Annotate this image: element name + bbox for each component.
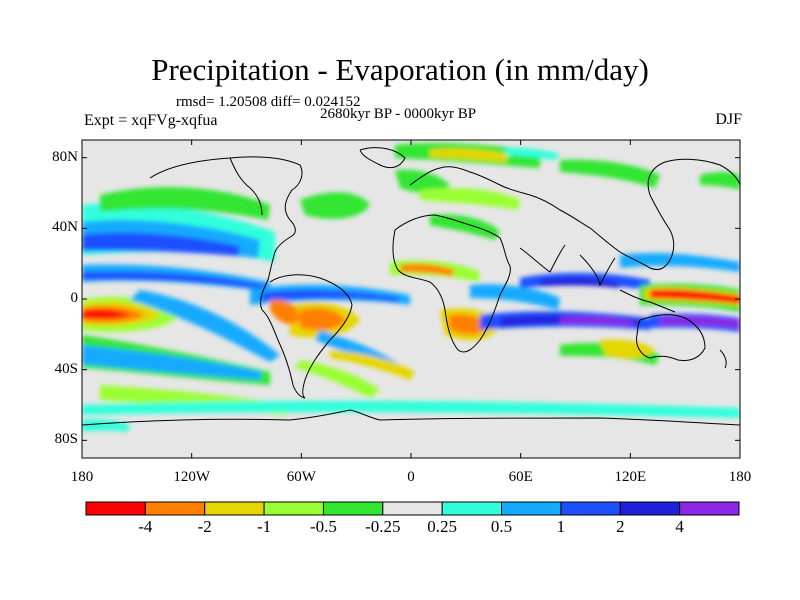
- period-text: 2680kyr BP - 0000kyr BP: [320, 106, 477, 122]
- lon-tick-label: 120E: [614, 469, 647, 485]
- maritime-continent-coast: [619, 289, 676, 313]
- colorbar-swatch: [144, 501, 206, 516]
- field-shading: [82, 142, 740, 432]
- lat-tick-label: 80N: [52, 148, 78, 165]
- eurasia-coast: [409, 158, 740, 271]
- colorbar-swatch: [85, 501, 146, 516]
- colorbar-label: 4: [675, 517, 684, 536]
- colorbar-label: 1: [556, 517, 566, 536]
- lat-tick-label: 40S: [54, 360, 78, 377]
- lon-tick-label: 120W: [173, 469, 210, 485]
- colorbar-label: -4: [138, 517, 153, 536]
- colorbar-label: 0.5: [490, 517, 513, 536]
- stats-text: rmsd= 1.20508 diff= 0.024152: [176, 94, 361, 110]
- north-america-coast: [149, 156, 303, 311]
- season-label: DJF: [715, 111, 742, 128]
- lat-tick-label: 80S: [54, 431, 78, 448]
- axis-ticks: [81, 140, 741, 458]
- colorbar-swatch: [322, 501, 384, 516]
- colorbar-swatch: [501, 501, 562, 516]
- south-america-east-coast: [269, 274, 353, 399]
- india-coast: [579, 254, 616, 287]
- new-zealand-coast: [719, 349, 727, 369]
- coastlines: [82, 147, 740, 426]
- arabia-india-coast: [519, 244, 566, 273]
- colorbar-label: -0.25: [365, 517, 401, 536]
- colorbar-swatch: [382, 501, 443, 516]
- experiment-label: Expt = xqFVg-xqfua: [84, 112, 218, 129]
- lon-tick-label: 180: [728, 469, 752, 485]
- figure-title: Precipitation - Evaporation (in mm/day): [151, 52, 649, 87]
- lon-tick-label: 60E: [508, 469, 533, 485]
- lon-tick-label: 0: [407, 469, 415, 485]
- lat-tick-label: 40N: [52, 219, 78, 236]
- antarctica-coast: [82, 409, 740, 426]
- colorbar: [85, 501, 740, 516]
- colorbar-swatch: [263, 501, 324, 516]
- africa-coast: [392, 214, 511, 353]
- south-america-west-coast: [261, 309, 306, 399]
- colorbar-label: 2: [616, 517, 625, 536]
- colorbar-swatch: [679, 501, 740, 516]
- lat-tick-label: 0: [70, 290, 79, 306]
- colorbar-label: -2: [197, 517, 212, 536]
- lon-tick-label: 60W: [286, 469, 316, 485]
- colorbar-swatch: [204, 501, 265, 516]
- australia-coast: [636, 314, 706, 361]
- colorbar-label: -1: [256, 517, 272, 536]
- greenland-coast: [359, 147, 406, 169]
- colorbar-swatch: [441, 501, 503, 516]
- colorbar-swatch: [560, 501, 621, 516]
- colorbar-label: -0.5: [309, 517, 337, 536]
- lon-tick-label: 180: [70, 469, 94, 485]
- hudson-bay-coast: [229, 157, 263, 216]
- colorbar-swatch: [619, 501, 681, 516]
- colorbar-label: 0.25: [427, 517, 458, 536]
